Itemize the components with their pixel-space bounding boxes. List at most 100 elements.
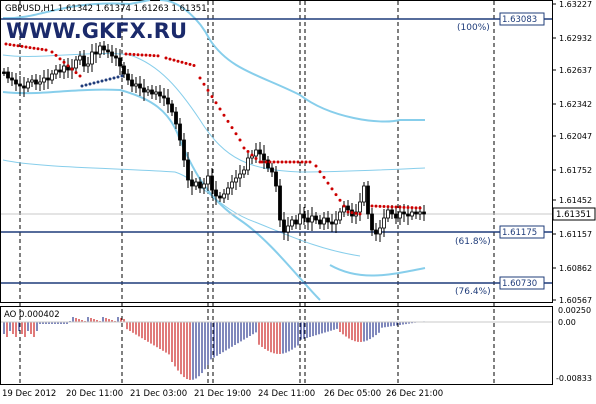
parabolic-sar — [4, 42, 422, 216]
candle-body — [2, 71, 6, 74]
price-axis-tick: 1.61452 — [559, 196, 592, 205]
time-axis[interactable]: 19 Dec 2012 20 Dec 11:00 21 Dec 03:00 21 De… — [2, 389, 443, 399]
price-axis-tick: 1.61752 — [559, 166, 592, 175]
candle-body — [142, 87, 146, 93]
sar-dot — [394, 205, 398, 209]
candle-body — [22, 85, 26, 89]
candle-body — [330, 221, 334, 225]
sar-dot — [44, 48, 48, 52]
sar-dot — [378, 204, 382, 208]
sar-dot — [350, 211, 354, 215]
candle-body — [114, 55, 118, 59]
candle-body — [46, 77, 50, 81]
sar-dot — [406, 206, 410, 209]
sar-dot — [246, 150, 250, 153]
price-tag-100: 1.63083 — [499, 12, 545, 26]
sar-dot — [326, 181, 330, 185]
candle-body — [158, 91, 162, 97]
price-axis-tick: 1.62047 — [559, 132, 592, 141]
candle-body — [50, 73, 54, 81]
sar-dot — [70, 67, 74, 71]
main-pane-frame — [0, 0, 553, 303]
candle-body — [110, 51, 114, 57]
candle-body — [10, 77, 14, 81]
sar-dot — [164, 56, 168, 60]
sar-dot — [410, 206, 414, 210]
candle-body — [102, 45, 106, 51]
candle-body — [62, 65, 66, 73]
sar-dot — [16, 44, 20, 48]
candle-body — [422, 211, 426, 215]
sar-dot — [152, 54, 156, 58]
sar-dot — [4, 42, 8, 46]
candle-body — [74, 59, 78, 69]
sar-dot — [112, 76, 116, 80]
sar-dot — [418, 206, 422, 210]
sar-dot — [242, 146, 246, 150]
candle-body — [182, 139, 186, 161]
sar-dot — [12, 43, 16, 47]
candle-body — [138, 83, 142, 89]
sar-dot — [314, 164, 318, 168]
sar-dot — [28, 46, 32, 50]
candle-body — [78, 55, 82, 61]
sar-dot — [214, 101, 218, 105]
ao-tick-zero: 0.00 — [558, 318, 576, 327]
candle-body — [58, 69, 62, 73]
candlestick-series — [2, 41, 426, 242]
candle-body — [254, 149, 258, 157]
candle-body — [274, 171, 278, 187]
sar-dot — [230, 126, 234, 130]
candle-body — [366, 185, 370, 215]
time-axis-tick: 20 Dec 11:00 — [66, 389, 123, 399]
candle-body — [358, 201, 362, 213]
price-axis[interactable]: 1.63227 1.62932 1.62637 1.62342 1.62047 1.617… — [553, 0, 592, 305]
candle-body — [390, 209, 394, 215]
candle-body — [234, 177, 238, 183]
svg-text:1.60730: 1.60730 — [502, 279, 537, 289]
candle-body — [130, 79, 134, 87]
sar-dot — [132, 52, 136, 56]
svg-text:1.61175: 1.61175 — [502, 228, 537, 238]
sar-dot — [96, 80, 100, 84]
candle-body — [30, 79, 34, 83]
sar-dot — [20, 44, 24, 48]
candle-body — [174, 111, 178, 125]
time-axis-tick: 24 Dec 11:00 — [258, 389, 315, 399]
sar-dot — [32, 46, 36, 50]
candle-body — [242, 169, 246, 175]
sar-dot — [124, 52, 128, 56]
candle-body — [178, 123, 182, 141]
sar-dot — [390, 205, 394, 209]
candle-body — [166, 97, 170, 105]
candle-body — [118, 57, 122, 67]
sar-dot — [284, 160, 288, 164]
sar-dot — [280, 160, 284, 164]
candle-body — [370, 213, 374, 231]
candle-body — [34, 79, 38, 85]
candle-body — [362, 185, 366, 203]
price-axis-tick: 1.62637 — [559, 66, 592, 75]
sar-dot — [148, 53, 152, 57]
candle-body — [42, 77, 46, 83]
candle-body — [106, 49, 110, 53]
sar-dot — [198, 76, 202, 80]
symbol-info: GBPUSD,H1 1.61342 1.61374 1.61263 1.6135… — [5, 4, 207, 14]
candle-body — [154, 91, 158, 95]
sar-dot — [140, 53, 144, 57]
candle-body — [326, 217, 330, 223]
time-axis-tick: 26 Dec 05:00 — [324, 389, 381, 399]
candle-body — [306, 217, 310, 223]
price-axis-tick: 1.61157 — [559, 230, 592, 239]
candle-body — [206, 175, 210, 185]
ao-tick-top: 0.00250 — [558, 306, 591, 315]
time-axis-tick: 19 Dec 2012 — [2, 389, 56, 399]
candle-body — [202, 183, 206, 189]
time-axis-tick: 26 Dec 21:00 — [386, 389, 443, 399]
price-axis-tick: 1.60862 — [559, 264, 592, 273]
sar-dot — [184, 61, 188, 65]
candle-body — [198, 181, 202, 189]
sar-dot — [304, 160, 308, 164]
